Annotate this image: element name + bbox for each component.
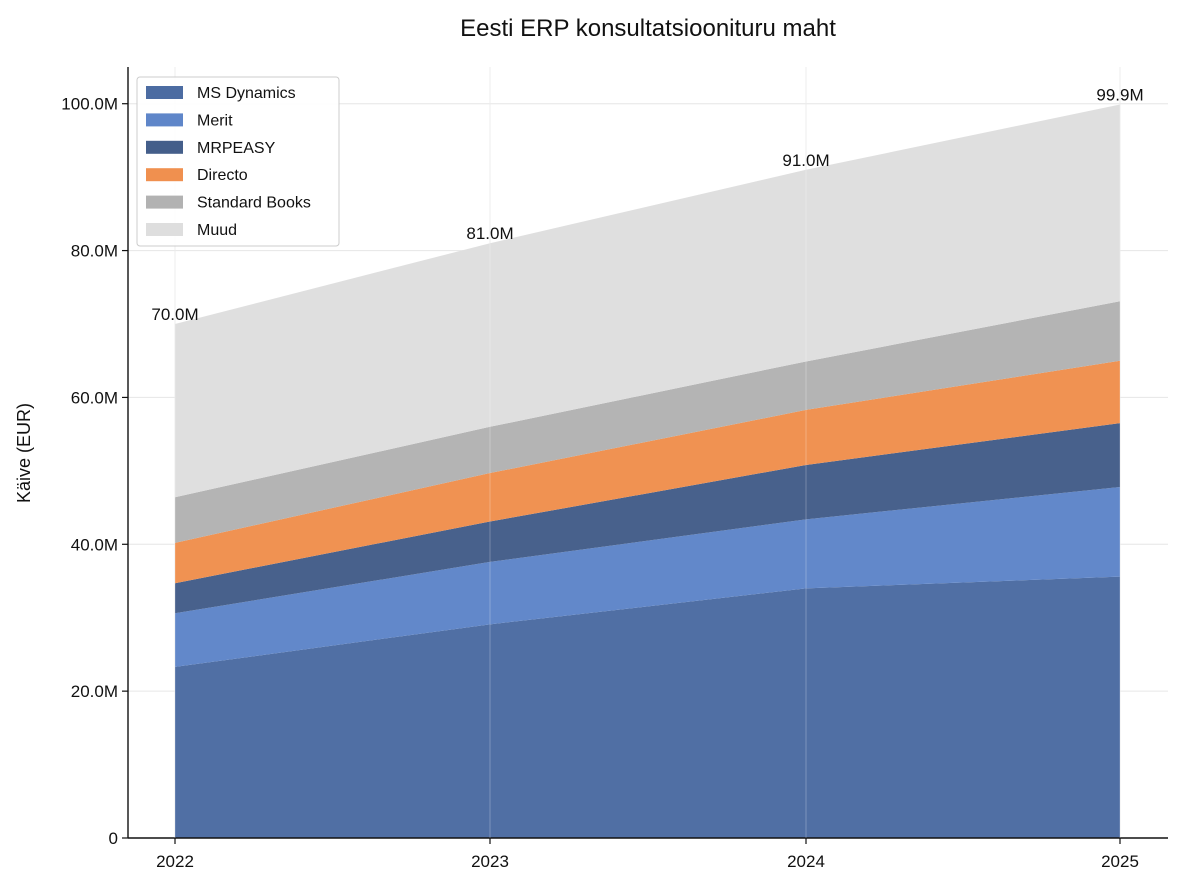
legend-swatch xyxy=(146,86,183,99)
legend-swatch xyxy=(146,195,183,209)
y-tick-label: 80.0M xyxy=(71,242,118,261)
legend: MS Dynamics Merit MRPEASY Directo Standard B… xyxy=(136,76,340,247)
y-tick-label: 100.0M xyxy=(61,95,118,114)
legend-label: Standard Books xyxy=(197,195,311,212)
area-ms-dynamics xyxy=(175,576,1120,838)
legend-swatch xyxy=(146,140,183,154)
total-label: 99.9M xyxy=(1096,85,1143,104)
x-tick-label: 2024 xyxy=(787,852,825,871)
total-label: 91.0M xyxy=(782,151,829,170)
y-tick-label: 60.0M xyxy=(71,388,118,407)
y-axis-label: Käive (EUR) xyxy=(14,403,34,503)
area-mrpeasy xyxy=(175,423,1120,614)
legend-label: Merit xyxy=(197,112,233,129)
legend-box xyxy=(136,76,340,247)
legend-swatch xyxy=(146,223,183,236)
legend-swatch xyxy=(146,168,183,182)
area-standard-books xyxy=(175,301,1120,543)
x-tick-label: 2023 xyxy=(471,852,509,871)
x-tick-label: 2022 xyxy=(156,852,194,871)
legend-label: MS Dynamics xyxy=(197,85,296,102)
area-merit xyxy=(175,487,1120,667)
area-muud xyxy=(175,104,1120,498)
total-label: 70.0M xyxy=(151,305,198,324)
legend-swatch xyxy=(146,113,183,127)
chart-title: Eesti ERP konsultatsioonituru maht xyxy=(460,15,836,42)
y-tick-label: 20.0M xyxy=(71,682,118,701)
y-tick-label: 0 xyxy=(109,829,118,848)
x-tick-label: 2025 xyxy=(1101,852,1139,871)
legend-label: MRPEASY xyxy=(197,140,276,157)
legend-label: Directo xyxy=(197,167,248,184)
total-label: 81.0M xyxy=(466,224,513,243)
legend-label: Muud xyxy=(197,222,237,239)
y-tick-label: 40.0M xyxy=(71,535,118,554)
area-directo xyxy=(175,360,1120,584)
